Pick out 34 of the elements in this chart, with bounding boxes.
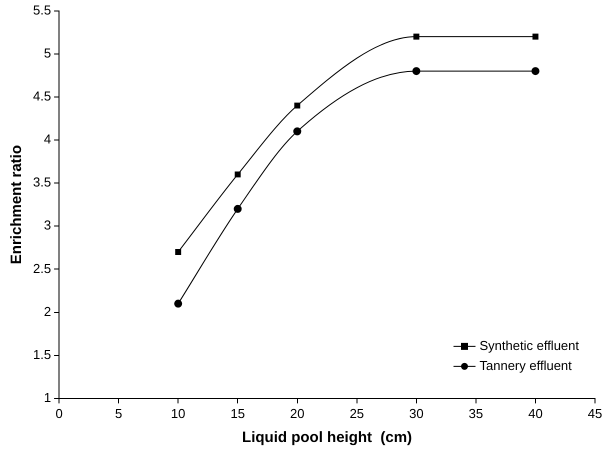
point [412,67,420,76]
point [531,67,540,76]
x-tick-label: 5 [115,406,122,421]
point [532,34,538,40]
point [294,102,300,109]
x-tick-label: 45 [588,406,602,421]
y-tick-label: 4 [44,132,52,147]
x-axis-title: Liquid pool height (cm) [242,429,412,446]
y-tick-label: 3 [44,218,52,233]
y-tick-label: 3.5 [32,174,52,190]
y-tick-label: 5.5 [32,2,52,18]
y-tick-label: 5 [44,45,52,60]
x-tick-label: 35 [468,406,484,421]
y-tick-label: 1.5 [32,346,52,362]
x-tick-label: 0 [55,406,63,421]
point [293,127,302,136]
y-tick-label: 2 [44,304,52,319]
legend-label: Synthetic effluent [480,338,580,353]
x-tick-label: 40 [528,406,543,421]
x-tick-label: 10 [170,406,186,421]
y-tick-label: 2.5 [32,260,52,276]
point [174,300,182,308]
point [234,204,242,213]
legend-label: Tannery effluent [480,358,572,373]
x-tick-label: 25 [350,406,364,421]
y-tick-label: 4.5 [32,88,52,104]
point [234,171,241,178]
y-tick-label: 1 [44,390,52,405]
point [175,249,182,255]
x-tick-label: 15 [230,406,245,421]
x-tick-label: 30 [409,406,424,421]
y-axis-title: Enrichment ratio [8,145,26,264]
x-tick-label: 20 [290,406,304,421]
point [413,34,420,40]
